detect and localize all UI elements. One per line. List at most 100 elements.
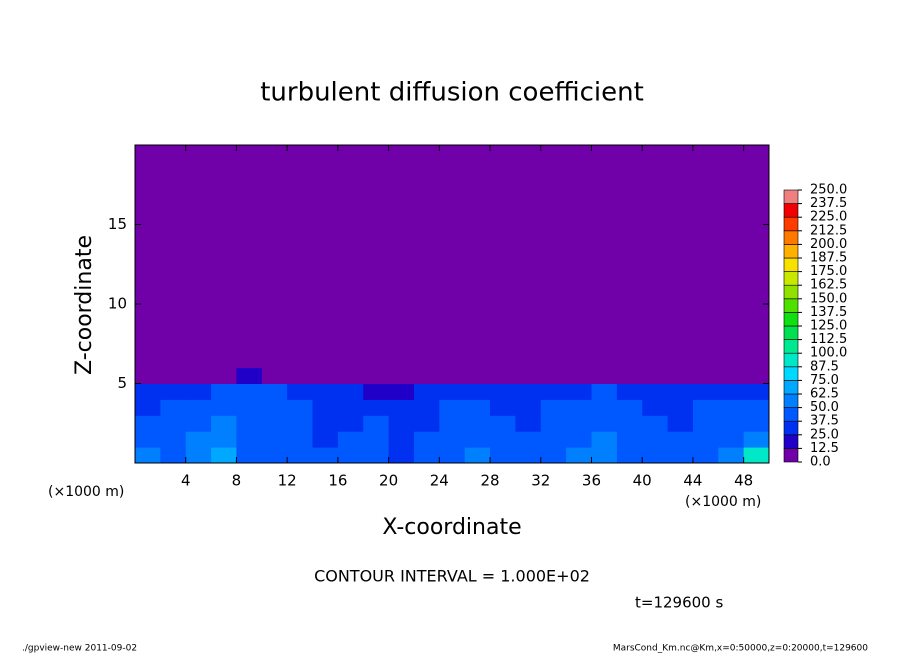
field-cell (692, 447, 719, 464)
field-cell (287, 383, 314, 400)
field-cell (540, 447, 567, 464)
field-cell (363, 415, 390, 432)
contour-note: CONTOUR INTERVAL = 1.000E+02 (314, 567, 590, 586)
field-cell (464, 367, 491, 384)
field-cell (642, 367, 669, 384)
field-cell (540, 415, 567, 432)
field-cell (388, 431, 415, 448)
field-cell (185, 399, 212, 416)
field-cell (388, 367, 415, 384)
field-cell (566, 415, 592, 432)
colorbar-swatch (783, 325, 799, 340)
field-cell (236, 399, 263, 416)
colorbar-swatch (783, 393, 799, 408)
field-cell (642, 383, 669, 400)
field-cell (211, 415, 237, 432)
field-cell (743, 383, 770, 400)
x-tick-label: 20 (379, 472, 398, 490)
field-cell (566, 145, 592, 369)
field-cell (718, 447, 745, 464)
field-cell (591, 383, 618, 400)
field-cell (363, 367, 390, 384)
field-cell (591, 145, 618, 369)
field-cell (743, 431, 770, 448)
colorbar-tick-label: 187.5 (810, 251, 847, 266)
colorbar-tick-label: 50.0 (810, 400, 839, 415)
colorbar-swatch (783, 434, 799, 449)
field-cell (667, 383, 694, 400)
field-cell (490, 447, 516, 464)
field-cell (236, 367, 263, 384)
field-cell (413, 145, 440, 369)
field-cell (464, 447, 491, 464)
field-cell (464, 431, 491, 448)
field-cell (211, 399, 237, 416)
field-cell (287, 447, 314, 464)
x-tick-label: 40 (633, 472, 652, 490)
field-cell (287, 399, 314, 416)
field-cell (490, 367, 516, 384)
field-cell (642, 415, 669, 432)
field-cell (363, 431, 390, 448)
field-cell (160, 431, 187, 448)
field-cell (566, 431, 592, 448)
field-cell (439, 367, 466, 384)
colorbar-tick-label: 100.0 (810, 346, 847, 361)
field-cell (413, 431, 440, 448)
field-cell (160, 399, 187, 416)
footer-left: ./gpview-new 2011-09-02 (22, 644, 137, 654)
field-cell (388, 415, 415, 432)
colorbar-tick-label: 175.0 (810, 264, 847, 279)
field-cell (490, 383, 516, 400)
field-cell (413, 383, 440, 400)
field-cell (464, 399, 491, 416)
field-cell (591, 415, 618, 432)
colorbar-tick-label: 237.5 (810, 196, 847, 211)
x-unit-label: (×1000 m) (685, 494, 761, 510)
field-cell (261, 383, 288, 400)
x-tick-label: 28 (480, 472, 499, 490)
field-cell (185, 447, 212, 464)
colorbar-tick-label: 162.5 (810, 278, 847, 293)
field-cell (642, 399, 669, 416)
colorbar-tick-label: 137.5 (810, 305, 847, 320)
field-cell (464, 145, 491, 369)
field-cell (261, 367, 288, 384)
field-cell (616, 447, 643, 464)
y-tick-label: 10 (108, 295, 127, 313)
colorbar-tick-label: 62.5 (810, 387, 839, 402)
field-cell (540, 399, 567, 416)
field-cell (312, 399, 339, 416)
colorbar-swatch (783, 352, 799, 368)
field-cell (718, 399, 745, 416)
field-cell (692, 145, 719, 369)
colorbar-tick-label: 225.0 (810, 210, 847, 225)
field-cell (135, 367, 161, 384)
colorbar-tick-label: 75.0 (810, 373, 839, 388)
field-cell (363, 383, 390, 400)
y-tick-label: 15 (108, 215, 127, 233)
y-tick-label: 5 (117, 374, 127, 392)
field-cell (363, 145, 390, 369)
field-cell (185, 367, 212, 384)
field-cell (743, 367, 770, 384)
field-cell (743, 399, 770, 416)
field-cell (185, 431, 212, 448)
field-cell (211, 383, 237, 400)
field-cell (337, 145, 364, 369)
field-cell (616, 145, 643, 369)
field-cell (287, 145, 314, 369)
field-cell (743, 447, 770, 464)
colorbar-tick-label: 112.5 (810, 332, 847, 347)
field-cell (135, 145, 161, 369)
x-tick-label: 36 (582, 472, 601, 490)
field-cell (337, 367, 364, 384)
colorbar-swatch (783, 203, 799, 218)
field-cell (236, 415, 263, 432)
field-cell (464, 383, 491, 400)
field-cell (211, 145, 237, 369)
field-cell (160, 383, 187, 400)
colorbar-swatch (783, 380, 799, 395)
field-cell (439, 431, 466, 448)
field-cell (160, 415, 187, 432)
